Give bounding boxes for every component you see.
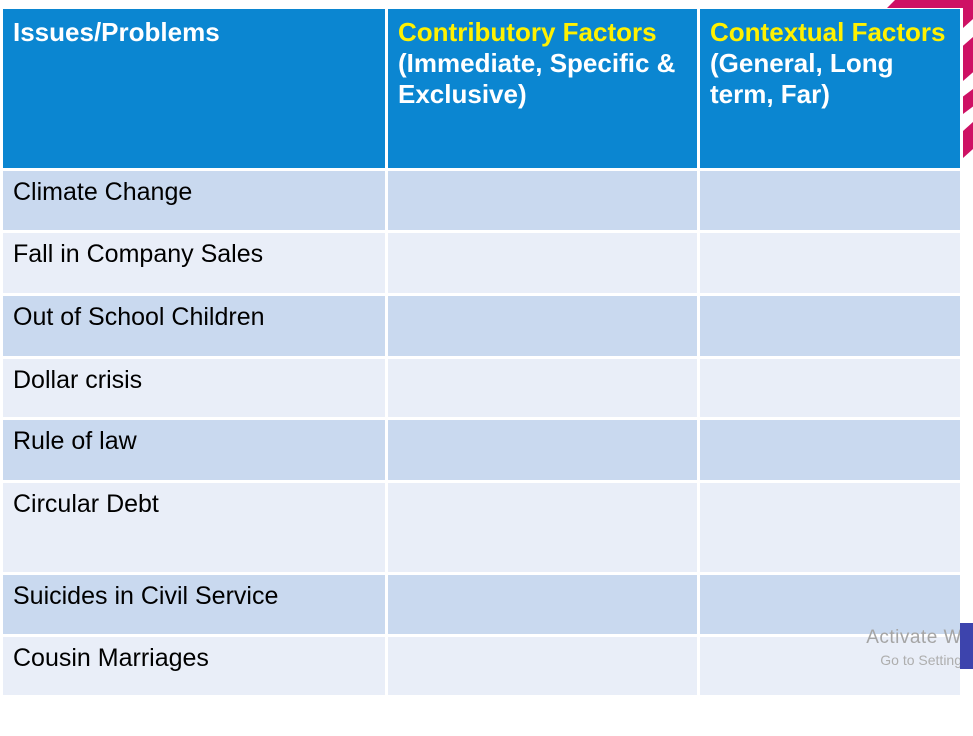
- header-subtitle-contextual: (General, Long term, Far): [710, 48, 894, 109]
- header-title-contributory: Contributory Factors: [398, 17, 657, 47]
- right-edge-chevron-3: [963, 89, 973, 114]
- contextual-cell: [700, 575, 960, 634]
- contextual-cell: [700, 171, 960, 230]
- issue-cell: Dollar crisis: [3, 359, 385, 417]
- contributory-cell: [388, 233, 697, 293]
- top-right-ribbon: [887, 0, 973, 8]
- header-subtitle-contributory: (Immediate, Specific & Exclusive): [398, 48, 676, 109]
- contributory-cell: [388, 171, 697, 230]
- issue-cell: Suicides in Civil Service: [3, 575, 385, 634]
- header-cell-contextual: Contextual Factors (General, Long term, …: [700, 9, 960, 168]
- contributory-cell: [388, 483, 697, 572]
- issue-cell: Out of School Children: [3, 296, 385, 356]
- contextual-cell: [700, 359, 960, 417]
- corner-block: [960, 623, 973, 669]
- contributory-cell: [388, 296, 697, 356]
- contextual-cell: [700, 420, 960, 480]
- contributory-cell: [388, 575, 697, 634]
- issue-cell: Cousin Marriages: [3, 637, 385, 695]
- contextual-cell: [700, 483, 960, 572]
- issue-cell: Fall in Company Sales: [3, 233, 385, 293]
- header-title-contextual: Contextual Factors: [710, 17, 946, 47]
- header-cell-contributory: Contributory Factors (Immediate, Specifi…: [388, 9, 697, 168]
- contextual-cell: [700, 296, 960, 356]
- right-edge-chevron-2: [963, 37, 973, 81]
- issue-cell: Circular Debt: [3, 483, 385, 572]
- right-edge-chevron-1: [963, 0, 973, 28]
- contributory-cell: [388, 637, 697, 695]
- contributory-cell: [388, 420, 697, 480]
- contributory-cell: [388, 359, 697, 417]
- contextual-cell: [700, 637, 960, 695]
- contextual-cell: [700, 233, 960, 293]
- header-title-issues: Issues/Problems: [13, 17, 220, 47]
- right-edge-chevron-4: [963, 122, 973, 158]
- issues-table: Issues/Problems Contributory Factors (Im…: [3, 9, 960, 695]
- issue-cell: Rule of law: [3, 420, 385, 480]
- issue-cell: Climate Change: [3, 171, 385, 230]
- header-cell-issues: Issues/Problems: [3, 9, 385, 168]
